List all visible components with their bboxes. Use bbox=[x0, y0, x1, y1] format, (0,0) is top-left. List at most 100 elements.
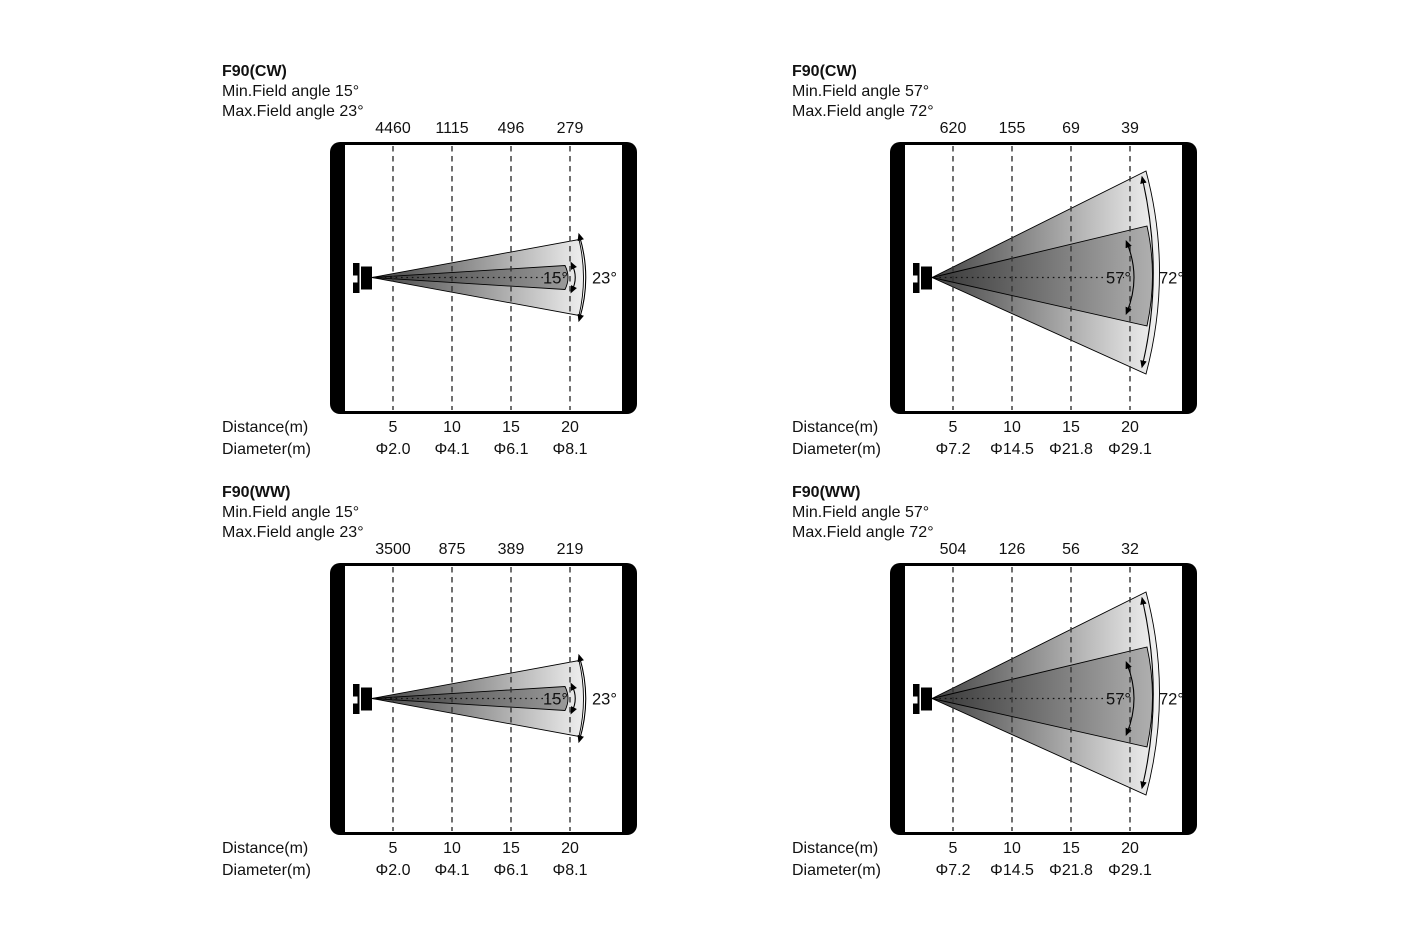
diameter-value: Φ6.1 bbox=[493, 862, 529, 879]
max-field-angle: Max.Field angle 23° bbox=[222, 103, 364, 120]
beam-diagram: 57° 72° bbox=[890, 563, 1197, 835]
min-field-angle: Min.Field angle 15° bbox=[222, 504, 360, 521]
lux-value: 155 bbox=[998, 120, 1026, 137]
diameter-label: Diameter(m) bbox=[222, 862, 311, 879]
distance-value: 20 bbox=[561, 419, 579, 436]
max-field-angle: Max.Field angle 72° bbox=[792, 103, 934, 120]
panel-title: F90(WW) bbox=[222, 484, 291, 501]
inner-angle-arc bbox=[570, 682, 577, 715]
beam-diagram: 57° 72° bbox=[890, 142, 1197, 414]
distance-value: 5 bbox=[948, 419, 958, 436]
inner-angle-label: 57° bbox=[1106, 270, 1131, 288]
lux-value: 279 bbox=[556, 120, 584, 137]
inner-angle-label: 15° bbox=[543, 691, 568, 709]
diameter-value: Φ21.8 bbox=[1049, 862, 1093, 879]
panel-title: F90(CW) bbox=[222, 63, 287, 80]
lux-value: 126 bbox=[998, 541, 1026, 558]
diameter-value: Φ14.5 bbox=[990, 441, 1034, 458]
panel-header: F90(CW) Min.Field angle 57° Max.Field an… bbox=[792, 62, 934, 122]
distance-label: Distance(m) bbox=[792, 419, 879, 436]
distance-value: 20 bbox=[1121, 419, 1139, 436]
diameter-value: Φ29.1 bbox=[1108, 862, 1152, 879]
inner-angle-arc bbox=[1125, 239, 1135, 316]
panel-header: F90(WW) Min.Field angle 15° Max.Field an… bbox=[222, 483, 364, 543]
distance-label: Distance(m) bbox=[222, 419, 309, 436]
lux-value: 56 bbox=[1062, 541, 1080, 558]
distance-value: 5 bbox=[388, 419, 398, 436]
diameter-value: Φ7.2 bbox=[935, 862, 971, 879]
min-field-angle: Min.Field angle 57° bbox=[792, 504, 930, 521]
beam-diagram: 15° 23° bbox=[330, 563, 637, 835]
lux-value: 3500 bbox=[375, 541, 411, 558]
outer-angle-label: 23° bbox=[592, 691, 617, 709]
distance-label: Distance(m) bbox=[222, 840, 309, 857]
distance-value: 5 bbox=[388, 840, 398, 857]
distance-value: 10 bbox=[443, 419, 461, 436]
lux-value: 389 bbox=[497, 541, 525, 558]
beam-diagram-panel-ww-narrow: F90(WW) Min.Field angle 15° Max.Field an… bbox=[222, 477, 662, 889]
distance-value: 15 bbox=[502, 419, 520, 436]
beam-cone bbox=[930, 170, 1160, 375]
outer-angle-arc bbox=[1140, 596, 1154, 790]
light-fixture-icon bbox=[353, 684, 372, 714]
diameter-value: Φ6.1 bbox=[493, 441, 529, 458]
diameter-value: Φ8.1 bbox=[552, 862, 588, 879]
outer-angle-label: 72° bbox=[1159, 691, 1184, 709]
light-fixture-icon bbox=[913, 263, 932, 293]
max-field-angle: Max.Field angle 23° bbox=[222, 524, 364, 541]
min-field-angle: Min.Field angle 15° bbox=[222, 83, 360, 100]
inner-angle-arc bbox=[1125, 660, 1135, 737]
beam-diagram: 15° 23° bbox=[330, 142, 637, 414]
diameter-value: Φ4.1 bbox=[434, 862, 470, 879]
panel-title: F90(WW) bbox=[792, 484, 861, 501]
distance-value: 10 bbox=[1003, 419, 1021, 436]
outer-angle-label: 23° bbox=[592, 270, 617, 288]
light-fixture-icon bbox=[913, 684, 932, 714]
distance-value: 15 bbox=[1062, 419, 1080, 436]
outer-angle-label: 72° bbox=[1159, 270, 1184, 288]
diameter-label: Diameter(m) bbox=[222, 441, 311, 458]
panel-header: F90(WW) Min.Field angle 57° Max.Field an… bbox=[792, 483, 934, 543]
lux-value: 620 bbox=[939, 120, 967, 137]
distance-gridlines bbox=[392, 146, 571, 410]
lux-value: 219 bbox=[556, 541, 584, 558]
beam-diagram-panel-cw-wide: F90(CW) Min.Field angle 57° Max.Field an… bbox=[792, 56, 1232, 468]
distance-gridlines bbox=[392, 567, 571, 831]
distance-value: 15 bbox=[502, 840, 520, 857]
diameter-value: Φ29.1 bbox=[1108, 441, 1152, 458]
beam-cone bbox=[930, 591, 1160, 796]
beam-diagram-panel-ww-wide: F90(WW) Min.Field angle 57° Max.Field an… bbox=[792, 477, 1232, 889]
beam-diagram-panel-cw-narrow: F90(CW) Min.Field angle 15° Max.Field an… bbox=[222, 56, 662, 468]
diameter-value: Φ2.0 bbox=[375, 862, 411, 879]
outer-angle-arc bbox=[1140, 175, 1154, 369]
lux-value: 39 bbox=[1121, 120, 1139, 137]
inner-angle-label: 57° bbox=[1106, 691, 1131, 709]
max-field-angle: Max.Field angle 72° bbox=[792, 524, 934, 541]
diameter-label: Diameter(m) bbox=[792, 441, 881, 458]
distance-value: 10 bbox=[443, 840, 461, 857]
distance-label: Distance(m) bbox=[792, 840, 879, 857]
inner-angle-label: 15° bbox=[543, 270, 568, 288]
diameter-value: Φ14.5 bbox=[990, 862, 1034, 879]
panel-header: F90(CW) Min.Field angle 15° Max.Field an… bbox=[222, 62, 364, 122]
min-field-angle: Min.Field angle 57° bbox=[792, 83, 930, 100]
outer-angle-arc bbox=[577, 232, 587, 323]
distance-value: 15 bbox=[1062, 840, 1080, 857]
panel-title: F90(CW) bbox=[792, 63, 857, 80]
outer-angle-arc bbox=[577, 653, 587, 744]
lux-value: 875 bbox=[438, 541, 466, 558]
lux-value: 4460 bbox=[375, 120, 411, 137]
lux-value: 32 bbox=[1121, 541, 1139, 558]
light-fixture-icon bbox=[353, 263, 372, 293]
inner-angle-arc bbox=[570, 261, 577, 294]
distance-value: 10 bbox=[1003, 840, 1021, 857]
diameter-value: Φ21.8 bbox=[1049, 441, 1093, 458]
distance-value: 20 bbox=[1121, 840, 1139, 857]
distance-value: 20 bbox=[561, 840, 579, 857]
diameter-label: Diameter(m) bbox=[792, 862, 881, 879]
lux-value: 1115 bbox=[435, 120, 469, 137]
diameter-value: Φ7.2 bbox=[935, 441, 971, 458]
lux-value: 69 bbox=[1062, 120, 1080, 137]
diameter-value: Φ4.1 bbox=[434, 441, 470, 458]
